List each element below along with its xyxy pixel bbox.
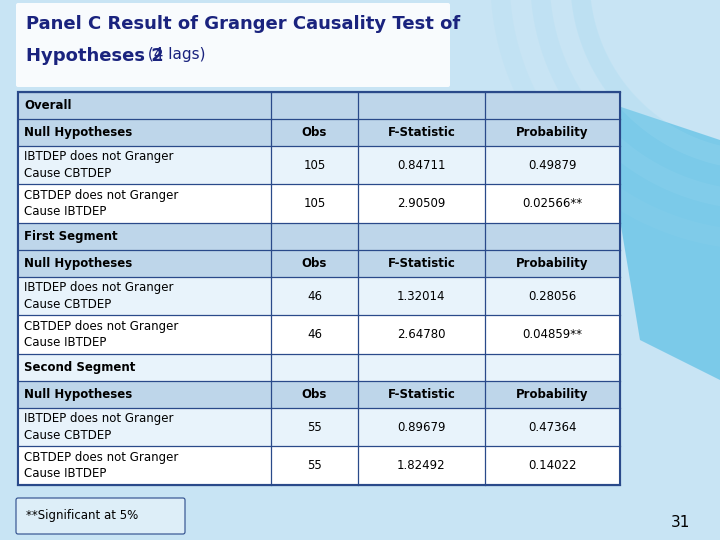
Bar [18, 185, 620, 223]
Text: Second Segment: Second Segment [24, 361, 135, 374]
Text: 0.28056: 0.28056 [528, 289, 577, 303]
Text: 0.47364: 0.47364 [528, 421, 577, 434]
Bar [18, 408, 620, 447]
Text: F-Statistic: F-Statistic [387, 126, 455, 139]
Bar [18, 119, 620, 146]
Text: 46: 46 [307, 289, 322, 303]
Bar [18, 92, 620, 485]
Text: (4 lags): (4 lags) [143, 47, 205, 62]
Text: 2.90509: 2.90509 [397, 197, 446, 210]
Polygon shape [600, 100, 720, 380]
Text: Overall: Overall [24, 99, 71, 112]
Bar [18, 354, 620, 381]
Text: 1.32014: 1.32014 [397, 289, 446, 303]
Text: 0.02566**: 0.02566** [522, 197, 582, 210]
Text: Probability: Probability [516, 126, 588, 139]
Bar [18, 315, 620, 354]
Text: 46: 46 [307, 328, 322, 341]
Text: 0.89679: 0.89679 [397, 421, 446, 434]
Text: Null Hypotheses: Null Hypotheses [24, 257, 132, 270]
Text: Null Hypotheses: Null Hypotheses [24, 126, 132, 139]
Text: CBTDEP does not Granger
Cause IBTDEP: CBTDEP does not Granger Cause IBTDEP [24, 189, 179, 219]
Bar [18, 277, 620, 315]
FancyBboxPatch shape [16, 3, 450, 87]
Text: 105: 105 [303, 197, 325, 210]
Bar [18, 447, 620, 485]
Bar [18, 146, 620, 185]
Text: IBTDEP does not Granger
Cause CBTDEP: IBTDEP does not Granger Cause CBTDEP [24, 281, 174, 311]
Text: 0.14022: 0.14022 [528, 459, 577, 472]
Text: **Significant at 5%: **Significant at 5% [26, 510, 138, 523]
Text: Null Hypotheses: Null Hypotheses [24, 388, 132, 401]
Text: IBTDEP does not Granger
Cause CBTDEP: IBTDEP does not Granger Cause CBTDEP [24, 151, 174, 180]
Text: 31: 31 [670, 515, 690, 530]
Text: First Segment: First Segment [24, 230, 117, 243]
Text: F-Statistic: F-Statistic [387, 257, 455, 270]
Text: 0.84711: 0.84711 [397, 159, 446, 172]
Text: 0.49879: 0.49879 [528, 159, 577, 172]
Text: Probability: Probability [516, 257, 588, 270]
Text: F-Statistic: F-Statistic [387, 388, 455, 401]
Text: Probability: Probability [516, 388, 588, 401]
Text: CBTDEP does not Granger
Cause IBTDEP: CBTDEP does not Granger Cause IBTDEP [24, 320, 179, 349]
Text: 0.04859**: 0.04859** [522, 328, 582, 341]
FancyBboxPatch shape [16, 498, 185, 534]
Text: Hypotheses 2: Hypotheses 2 [26, 47, 163, 65]
Text: IBTDEP does not Granger
Cause CBTDEP: IBTDEP does not Granger Cause CBTDEP [24, 413, 174, 442]
Text: CBTDEP does not Granger
Cause IBTDEP: CBTDEP does not Granger Cause IBTDEP [24, 451, 179, 481]
Text: 2.64780: 2.64780 [397, 328, 446, 341]
Text: Obs: Obs [302, 388, 327, 401]
Text: Panel C Result of Granger Causality Test of: Panel C Result of Granger Causality Test… [26, 15, 460, 33]
Bar [18, 223, 620, 250]
Bar [18, 381, 620, 408]
Text: Obs: Obs [302, 257, 327, 270]
Bar [18, 92, 620, 119]
Text: 105: 105 [303, 159, 325, 172]
Text: 1.82492: 1.82492 [397, 459, 446, 472]
Text: Obs: Obs [302, 126, 327, 139]
Text: 55: 55 [307, 459, 322, 472]
Text: 55: 55 [307, 421, 322, 434]
Bar [18, 250, 620, 277]
Bar [18, 92, 620, 485]
